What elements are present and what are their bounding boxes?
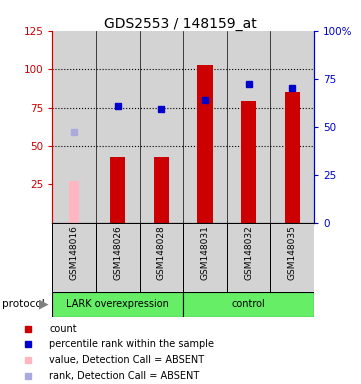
Bar (140, 31, 183, 223)
Text: GSM148028: GSM148028 (157, 225, 166, 280)
Text: GSM148031: GSM148031 (200, 225, 209, 280)
Text: GSM148035: GSM148035 (288, 225, 297, 280)
Bar (52, 223, 96, 292)
Bar (270, 223, 314, 292)
Text: GDS2553 / 148159_at: GDS2553 / 148159_at (104, 17, 257, 31)
Bar (227, 31, 270, 223)
Bar (241, 101, 256, 223)
Text: percentile rank within the sample: percentile rank within the sample (49, 339, 214, 349)
Bar (154, 157, 169, 223)
Text: value, Detection Call = ABSENT: value, Detection Call = ABSENT (49, 355, 204, 365)
Bar (69, 181, 79, 223)
Text: GSM148016: GSM148016 (70, 225, 79, 280)
Bar (96, 31, 140, 223)
Bar (227, 223, 270, 292)
Bar (197, 65, 213, 223)
Bar (110, 157, 125, 223)
Text: control: control (232, 299, 265, 310)
Bar (284, 92, 300, 223)
Text: protocol: protocol (2, 299, 44, 310)
Bar (183, 292, 314, 317)
Text: ▶: ▶ (39, 298, 49, 311)
Text: LARK overexpression: LARK overexpression (66, 299, 169, 310)
Bar (52, 31, 96, 223)
Text: rank, Detection Call = ABSENT: rank, Detection Call = ABSENT (49, 371, 199, 381)
Bar (183, 31, 227, 223)
Bar (270, 31, 314, 223)
Text: count: count (49, 324, 77, 334)
Text: GSM148032: GSM148032 (244, 225, 253, 280)
Bar (183, 223, 227, 292)
Text: GSM148026: GSM148026 (113, 225, 122, 280)
Bar (140, 223, 183, 292)
Bar (96, 223, 140, 292)
Bar (52, 292, 183, 317)
